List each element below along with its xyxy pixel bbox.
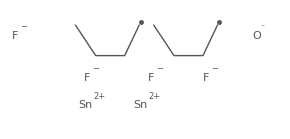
Text: −: − [211,64,218,73]
Text: Sn: Sn [133,100,148,110]
Text: F: F [148,73,154,83]
Text: F: F [12,31,18,41]
Text: Sn: Sn [78,100,93,110]
Text: −: − [156,64,163,73]
Text: 2+: 2+ [148,92,161,101]
Text: −: − [92,64,99,73]
Text: O: O [252,31,261,41]
Text: ··: ·· [260,22,266,31]
Text: F: F [203,73,209,83]
Text: 2+: 2+ [93,92,106,101]
Text: F: F [84,73,90,83]
Text: −: − [20,22,27,31]
